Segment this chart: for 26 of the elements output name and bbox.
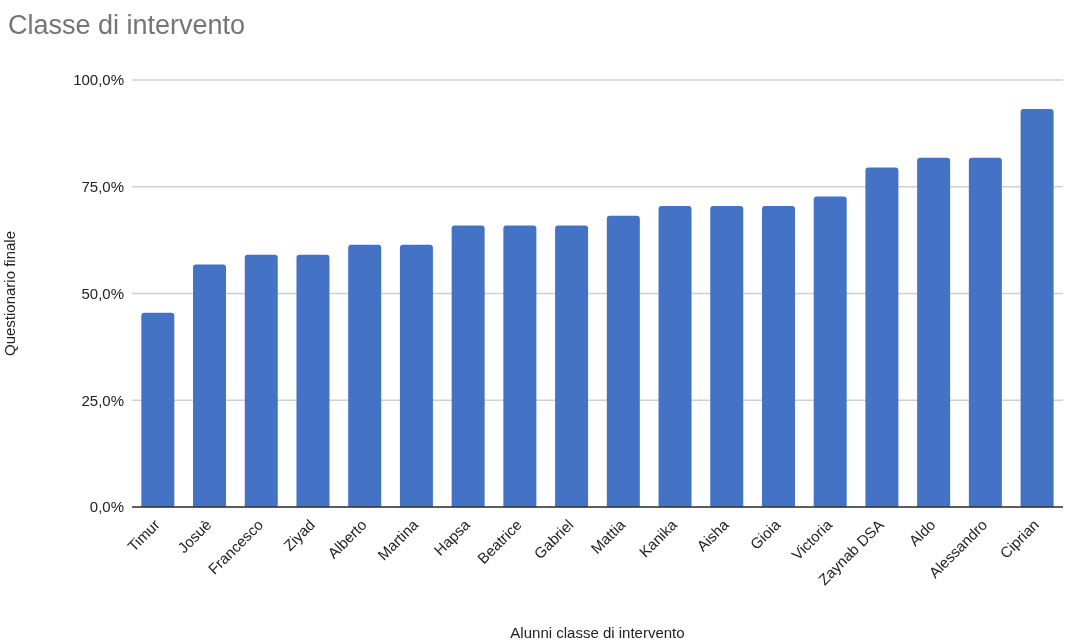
y-tick-label: 50,0% [81,284,124,302]
bar [296,254,330,507]
bar [813,196,847,507]
y-tick-label: 25,0% [81,391,124,409]
bar [761,205,795,507]
bar [503,225,537,507]
bar [606,215,640,507]
chart-title: Classe di intervento [8,10,246,41]
bar [451,225,485,507]
bar [1020,109,1054,507]
bar [865,167,899,507]
bar [141,312,175,507]
bar [348,244,382,507]
bar [193,264,227,507]
bar [399,244,433,507]
y-tick-label: 0,0% [89,498,124,516]
bar [658,205,692,507]
y-axis-title: Questionario finale [1,230,19,357]
bar [917,157,951,507]
x-axis-title: Alunni classe di intervento [510,624,685,641]
bar [968,157,1002,507]
bar [244,254,278,507]
y-tick-label: 75,0% [81,178,124,196]
bar [555,225,589,507]
y-tick-label: 100,0% [73,71,124,89]
bar [710,205,744,507]
